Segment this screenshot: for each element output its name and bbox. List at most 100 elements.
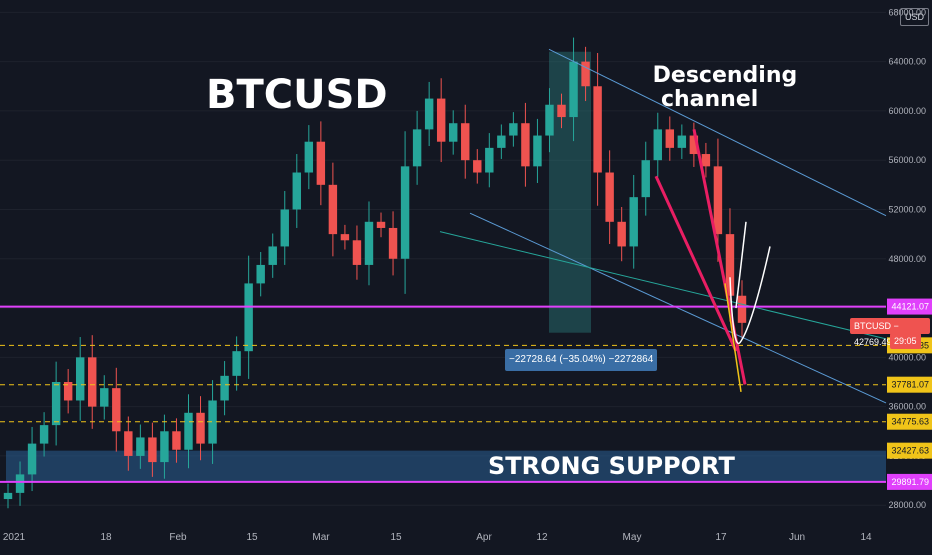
current-symbol: BTCUSD	[854, 321, 892, 331]
y-tick-label: 68000.00	[888, 7, 926, 17]
candle-body	[51, 381, 61, 426]
candle-body	[100, 388, 109, 407]
support-label: STRONG SUPPORT	[488, 452, 735, 480]
candle-body	[617, 221, 626, 247]
candle-body	[88, 357, 97, 407]
candle-body	[220, 375, 229, 401]
y-tick-label: 48000.00	[888, 254, 926, 264]
candle-body	[196, 412, 205, 444]
x-tick-label: Mar	[312, 532, 330, 543]
candle-body	[292, 172, 301, 210]
candle-body	[533, 135, 542, 167]
candle-body	[364, 221, 374, 265]
candle-body	[400, 166, 410, 259]
candle-body	[388, 227, 398, 259]
x-tick-label: 15	[246, 532, 258, 543]
candle-body	[689, 135, 699, 155]
x-tick-label: Apr	[476, 532, 492, 543]
candle-body	[208, 400, 217, 444]
candle-body	[172, 431, 181, 450]
current-price-badge: BTCUSD − 42769.49	[850, 318, 930, 347]
y-tick-label: 40000.00	[888, 352, 926, 362]
candle-body	[27, 443, 37, 475]
candle-body	[449, 123, 458, 142]
currency-badge[interactable]: USD	[900, 8, 930, 26]
candle-body	[436, 98, 446, 142]
candle-body	[39, 425, 49, 444]
candle-body	[232, 351, 241, 376]
candle-body	[184, 412, 193, 450]
candle-body	[593, 86, 602, 173]
candle-body	[677, 135, 687, 148]
candle-body	[352, 240, 362, 265]
x-tick-label: 17	[715, 532, 727, 543]
candle-body	[3, 492, 13, 500]
current-price: 42769.49	[854, 337, 892, 347]
candle-body	[124, 431, 133, 456]
candle-body	[629, 197, 638, 247]
price-level-label: 32427.63	[891, 446, 929, 456]
candle-body	[280, 209, 289, 247]
candle-body	[665, 129, 675, 148]
candle-body	[256, 264, 265, 284]
x-tick-label: 18	[100, 532, 112, 543]
candle-body	[376, 221, 386, 228]
candle-body	[412, 129, 422, 167]
price-level-label: 44121.07	[891, 302, 929, 312]
x-tick-label: 14	[860, 532, 872, 543]
channel-label-text: Descending channel	[652, 63, 798, 112]
x-tick-label: 15	[390, 532, 402, 543]
projection-arrow-down	[724, 283, 742, 392]
candle-body	[737, 295, 747, 323]
candle-body	[509, 123, 518, 136]
channel-upper	[548, 48, 887, 217]
y-tick-label: 36000.00	[888, 402, 926, 412]
price-level-label: 34775.63	[891, 417, 929, 427]
candle-body	[75, 357, 85, 401]
candle-body	[15, 474, 25, 493]
candle-body	[497, 135, 506, 148]
candle-body	[340, 234, 350, 241]
x-tick-label: 12	[536, 532, 548, 543]
y-tick-label: 64000.00	[888, 57, 926, 67]
channel-lower	[469, 212, 887, 404]
candle-body	[569, 61, 578, 118]
candle-body	[521, 123, 530, 167]
candle-body	[581, 61, 590, 87]
chart-title: BTCUSD	[206, 72, 388, 118]
price-level-badge	[887, 442, 932, 459]
candle-body	[328, 184, 338, 235]
candle-body	[316, 141, 326, 185]
candle-body	[485, 147, 494, 173]
candle-body	[473, 160, 482, 173]
price-level-label: 29891.79	[891, 477, 929, 487]
y-tick-label: 56000.00	[888, 155, 926, 165]
candle-body	[148, 437, 157, 463]
countdown: 29:05	[890, 333, 921, 349]
candle-body	[641, 160, 650, 198]
candle-body	[244, 283, 253, 352]
candle-body	[461, 123, 470, 161]
candle-body	[424, 98, 434, 130]
channel-label: Descending channel	[622, 40, 798, 136]
candle-body	[268, 246, 277, 265]
price-level-label: 37781.07	[891, 380, 929, 390]
candle-body	[304, 141, 314, 173]
price-level-badge	[887, 473, 932, 490]
candle-body	[653, 129, 662, 161]
candle-body	[605, 172, 614, 222]
projection-curve	[729, 246, 771, 345]
trend-line	[439, 231, 887, 340]
projection-line-1	[654, 175, 738, 352]
y-tick-label: 60000.00	[888, 106, 926, 116]
candle-body	[701, 154, 711, 167]
candle-body	[713, 166, 723, 235]
price-level-badge	[887, 376, 932, 393]
x-tick-label: Jun	[789, 532, 805, 543]
price-level-badge	[887, 298, 932, 315]
price-level-badge	[887, 413, 932, 430]
candle-body	[136, 437, 145, 456]
candle-body	[557, 104, 566, 118]
